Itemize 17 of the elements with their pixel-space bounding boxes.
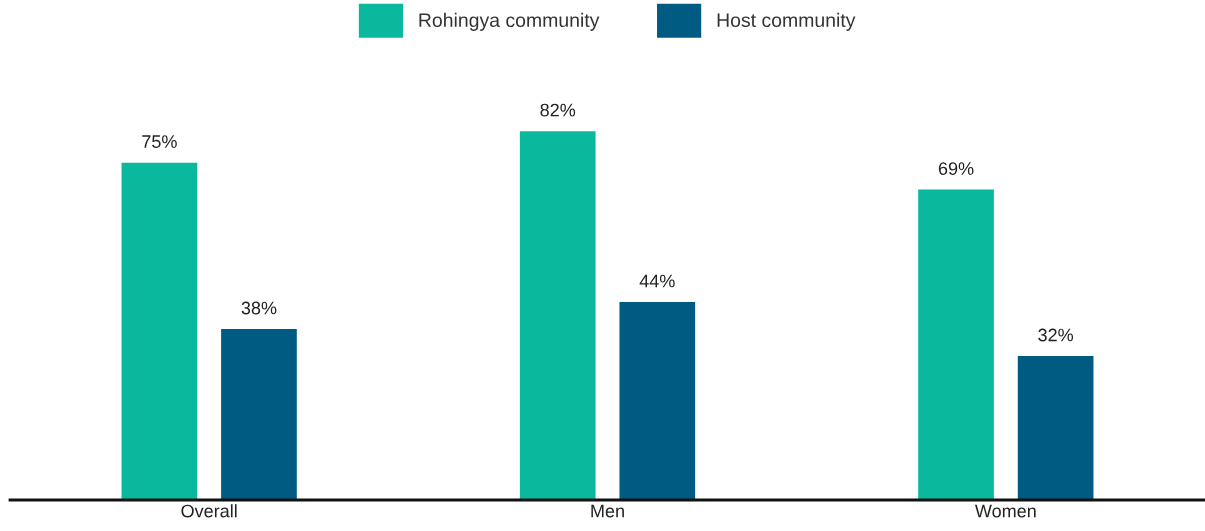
bar <box>918 189 994 500</box>
data-label: 38% <box>241 301 277 315</box>
x-tick-label: Women <box>974 504 1036 518</box>
bar <box>221 329 297 500</box>
data-label: 82% <box>540 103 576 117</box>
bar <box>519 131 596 500</box>
data-label: 32% <box>1038 328 1074 342</box>
data-label: 69% <box>938 162 974 175</box>
bar <box>619 302 696 500</box>
legend-label: Host community <box>717 12 856 31</box>
bar <box>121 162 198 500</box>
legend-label: Rohingya community <box>419 12 600 31</box>
data-label: 75% <box>142 135 177 148</box>
x-tick-label: Overall <box>181 504 237 518</box>
data-label: 44% <box>639 274 675 288</box>
bar <box>1017 356 1094 500</box>
x-tick-label: Men <box>591 504 624 518</box>
